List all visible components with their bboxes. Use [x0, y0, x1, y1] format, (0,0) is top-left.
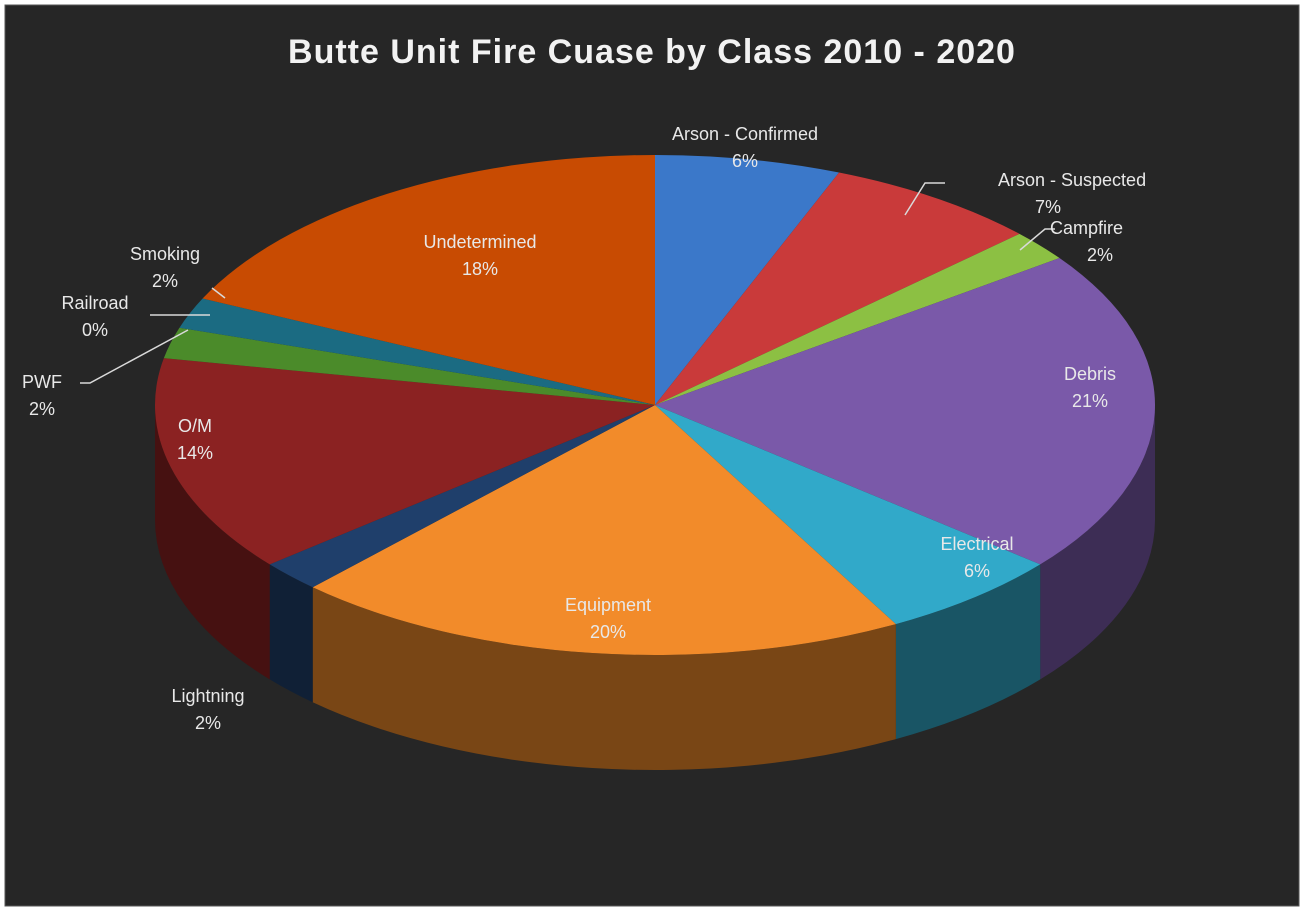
slice-side — [155, 405, 270, 680]
data-label-name: Campfire — [1050, 218, 1123, 238]
slice-side — [312, 587, 896, 770]
slice-side — [1040, 405, 1155, 680]
data-label-value: 6% — [732, 151, 758, 171]
data-label-value: 2% — [1087, 245, 1113, 265]
data-label-value: 14% — [177, 443, 213, 463]
data-label-name: PWF — [22, 372, 62, 392]
slice — [154, 358, 655, 565]
slice — [655, 405, 1041, 625]
slice — [202, 155, 655, 405]
slice — [269, 405, 655, 588]
slice — [655, 172, 1020, 405]
chart-title: Butte Unit Fire Cuase by Class 2010 - 20… — [288, 33, 1016, 71]
data-label-name: O/M — [178, 416, 212, 436]
data-label-name: Arson - Suspected — [998, 170, 1146, 190]
slice — [312, 405, 896, 655]
slice-side — [895, 564, 1041, 740]
data-label-value: 21% — [1072, 391, 1108, 411]
data-label-name: Smoking — [130, 244, 200, 264]
data-label-name: Arson - Confirmed — [672, 124, 818, 144]
data-label-value: 20% — [590, 622, 626, 642]
leader-line — [80, 329, 189, 384]
leader-line — [904, 182, 945, 216]
data-label-name: Undetermined — [423, 232, 536, 252]
slice — [163, 327, 655, 405]
leader-line — [1019, 228, 1055, 251]
data-label-value: 7% — [1035, 197, 1061, 217]
leader-line — [211, 287, 226, 299]
data-label-value: 2% — [195, 713, 221, 733]
data-label-value: 2% — [152, 271, 178, 291]
data-label-name: Lightning — [171, 686, 244, 706]
data-label-value: 2% — [29, 399, 55, 419]
data-label-name: Railroad — [61, 293, 128, 313]
slice — [655, 155, 840, 405]
data-label-name: Equipment — [565, 595, 651, 615]
data-label-value: 18% — [462, 259, 498, 279]
data-label-name: Electrical — [940, 534, 1013, 554]
data-label-value: 6% — [964, 561, 990, 581]
slice — [655, 258, 1156, 565]
slice-side — [269, 564, 313, 703]
slice — [655, 233, 1060, 405]
data-label-value: 0% — [82, 320, 108, 340]
slice — [179, 298, 655, 405]
data-label-name: Debris — [1064, 364, 1116, 384]
